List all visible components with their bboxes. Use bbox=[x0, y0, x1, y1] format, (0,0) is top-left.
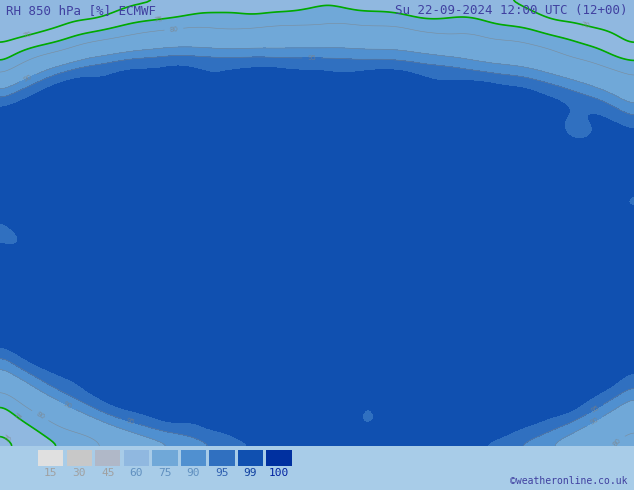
Text: 100: 100 bbox=[269, 468, 289, 478]
Text: Su 22-09-2024 12:00 UTC (12+00): Su 22-09-2024 12:00 UTC (12+00) bbox=[395, 4, 628, 18]
Text: 90: 90 bbox=[62, 400, 73, 410]
Text: 80: 80 bbox=[612, 437, 623, 447]
FancyBboxPatch shape bbox=[67, 450, 92, 465]
Text: 95: 95 bbox=[590, 404, 600, 414]
Text: 70: 70 bbox=[580, 22, 590, 29]
Text: 75: 75 bbox=[154, 16, 164, 23]
FancyBboxPatch shape bbox=[38, 450, 63, 465]
Text: 70: 70 bbox=[1, 434, 12, 444]
Text: 95: 95 bbox=[125, 417, 135, 426]
FancyBboxPatch shape bbox=[152, 450, 178, 465]
Text: ©weatheronline.co.uk: ©weatheronline.co.uk bbox=[510, 476, 628, 486]
Text: 75: 75 bbox=[158, 468, 172, 478]
FancyBboxPatch shape bbox=[238, 450, 263, 465]
FancyBboxPatch shape bbox=[124, 450, 149, 465]
Text: 45: 45 bbox=[101, 468, 115, 478]
Text: 15: 15 bbox=[44, 468, 58, 478]
Text: 99: 99 bbox=[243, 468, 257, 478]
Text: 80: 80 bbox=[35, 411, 46, 420]
Text: 30: 30 bbox=[72, 468, 86, 478]
Text: 95: 95 bbox=[215, 468, 229, 478]
FancyBboxPatch shape bbox=[266, 450, 292, 465]
Text: 80: 80 bbox=[169, 26, 179, 33]
Text: 75: 75 bbox=[11, 412, 22, 422]
FancyBboxPatch shape bbox=[95, 450, 120, 465]
FancyBboxPatch shape bbox=[181, 450, 206, 465]
Text: 60: 60 bbox=[129, 468, 143, 478]
Text: 95: 95 bbox=[307, 55, 316, 61]
Text: RH 850 hPa [%] ECMWF: RH 850 hPa [%] ECMWF bbox=[6, 4, 157, 18]
Text: 90: 90 bbox=[186, 468, 200, 478]
FancyBboxPatch shape bbox=[209, 450, 235, 465]
Text: 90: 90 bbox=[589, 416, 600, 426]
Text: 70: 70 bbox=[22, 31, 33, 39]
Text: 90: 90 bbox=[22, 74, 33, 83]
